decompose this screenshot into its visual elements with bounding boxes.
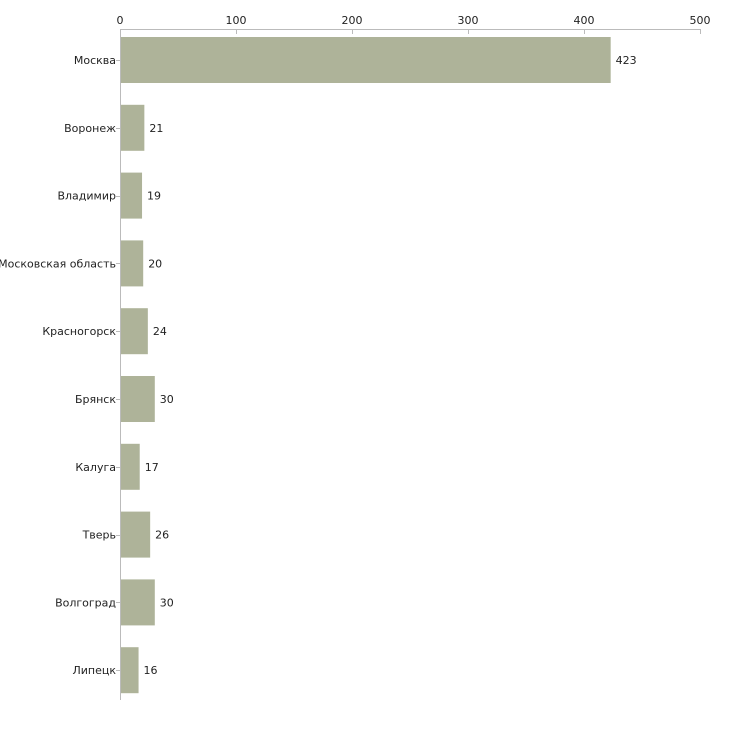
x-tick-label: 200 (342, 14, 363, 27)
category-label: Красногорск (42, 325, 116, 338)
data-label: 26 (155, 529, 169, 542)
data-label: 21 (149, 122, 163, 135)
data-label: 423 (616, 54, 637, 67)
bar (121, 647, 139, 694)
category-label: Липецк (72, 664, 116, 677)
x-tick-label: 500 (690, 14, 711, 27)
x-tick-label: 400 (574, 14, 595, 27)
bar (121, 376, 155, 422)
bar (121, 172, 143, 219)
bar (121, 579, 155, 626)
category-label: Владимир (57, 190, 116, 203)
data-label: 17 (145, 461, 159, 474)
category-label: Брянск (75, 393, 116, 406)
bars-layer (121, 37, 611, 694)
bar (121, 240, 144, 287)
data-label: 19 (147, 190, 161, 203)
data-label: 24 (153, 325, 167, 338)
data-label: 20 (148, 257, 162, 270)
bar (121, 104, 145, 151)
labels-layer: Москва 423 Воронеж 21 Владимир 19 Московская о… (0, 54, 637, 677)
category-label: Калуга (75, 461, 116, 474)
x-tick-label: 0 (117, 14, 124, 27)
category-label: Московская область (0, 257, 116, 270)
axis-layer: 0 100 200 300 400 500 (116, 14, 711, 700)
x-tick-label: 300 (458, 14, 479, 27)
data-label: 16 (144, 664, 158, 677)
bar (121, 37, 611, 83)
data-label: 30 (160, 596, 174, 609)
category-label: Волгоград (55, 596, 116, 609)
bar (121, 308, 148, 355)
category-label: Тверь (82, 529, 116, 542)
bar (121, 443, 140, 490)
category-label: Воронеж (64, 122, 116, 135)
category-label: Москва (74, 54, 116, 67)
data-label: 30 (160, 393, 174, 406)
x-tick-label: 100 (226, 14, 247, 27)
bar (121, 511, 151, 558)
